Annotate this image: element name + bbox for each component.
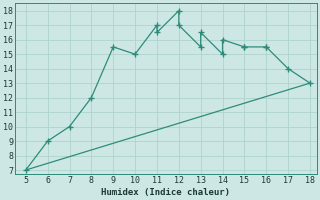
X-axis label: Humidex (Indice chaleur): Humidex (Indice chaleur) [101, 188, 230, 197]
